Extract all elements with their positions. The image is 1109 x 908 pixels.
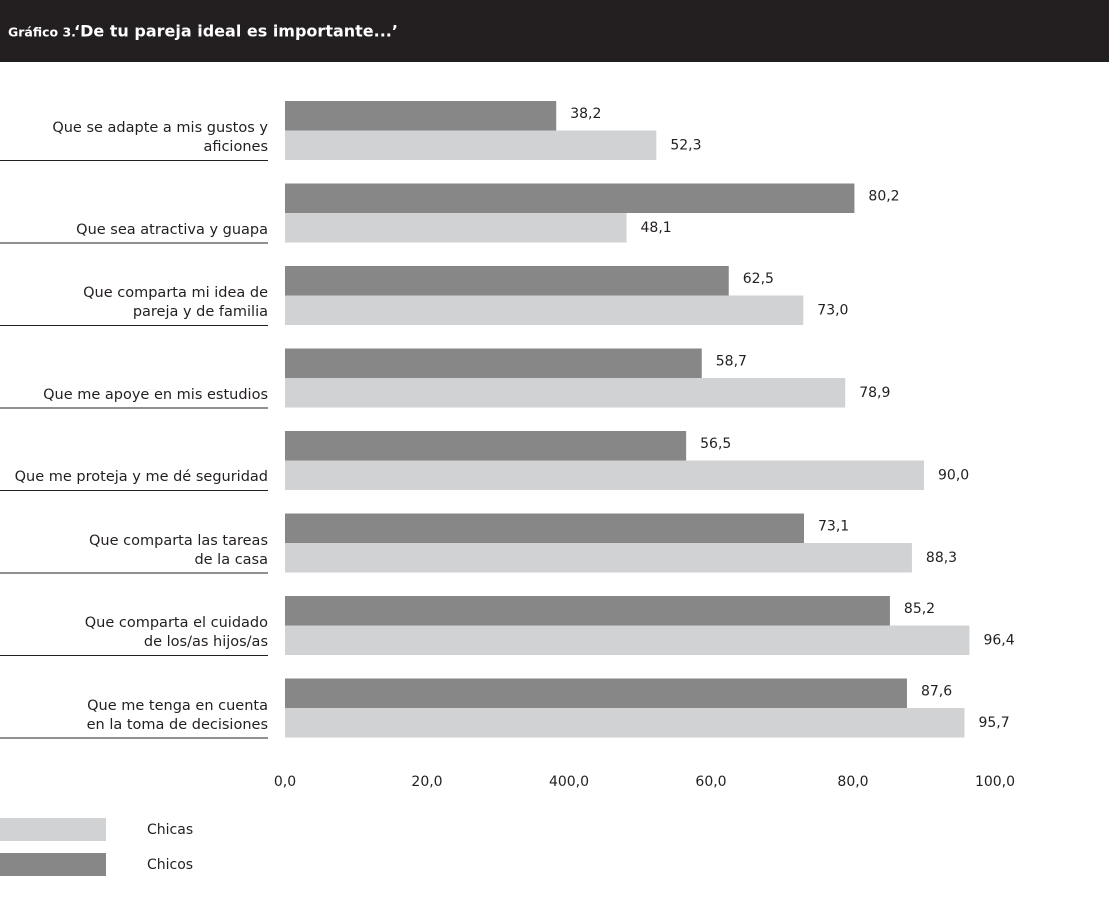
- category-label: Que se adapte a mis gustos y aficiones: [52, 120, 268, 155]
- bar: [285, 625, 970, 655]
- x-tick-label: 100,0: [975, 774, 1015, 790]
- value-label: 87,6: [921, 683, 952, 699]
- value-label: 90,0: [938, 467, 969, 483]
- bar: [285, 130, 657, 160]
- category-label: Que me proteja y me dé seguridad: [14, 469, 268, 485]
- value-label: 80,2: [868, 188, 899, 204]
- bar: [285, 596, 890, 626]
- category-label: Que comparta las tareas de la casa: [89, 532, 268, 568]
- value-label: 78,9: [859, 385, 890, 401]
- chart-label: Gráfico 3.: [8, 25, 76, 40]
- category-label: Que comparta mi idea de pareja y de fami…: [83, 285, 268, 320]
- bar: [285, 213, 627, 243]
- x-tick-label: 400,0: [549, 774, 589, 790]
- value-label: 85,2: [904, 601, 935, 617]
- bar: [285, 513, 805, 543]
- header-bar: [0, 0, 1109, 62]
- bar: [285, 678, 907, 708]
- legend-label: Chicos: [147, 857, 193, 873]
- x-tick-label: 60,0: [695, 774, 726, 790]
- value-label: 96,4: [983, 632, 1014, 648]
- value-label: 62,5: [743, 271, 774, 287]
- category-label: Que me tenga en cuenta en la toma de dec…: [86, 697, 268, 733]
- category-label: Que sea atractiva y guapa: [76, 221, 268, 238]
- bar: [285, 348, 702, 378]
- chart-title: ‘De tu pareja ideal es importante...’: [74, 22, 398, 41]
- bar: [285, 295, 804, 325]
- x-tick-label: 80,0: [837, 774, 868, 790]
- value-label: 48,1: [641, 220, 672, 236]
- x-tick-label: 20,0: [411, 774, 442, 790]
- value-label: 38,2: [570, 106, 601, 122]
- legend-swatch: [0, 818, 106, 841]
- bar: [285, 460, 924, 490]
- value-label: 73,1: [818, 518, 849, 534]
- legend-label: Chicas: [147, 822, 193, 838]
- category-label: Que me apoye en mis estudios: [43, 386, 268, 403]
- bar: [285, 431, 687, 461]
- value-label: 52,3: [670, 137, 701, 153]
- value-label: 58,7: [716, 353, 747, 369]
- bar: [285, 543, 912, 573]
- bar: [285, 378, 846, 408]
- x-tick-label: 0,0: [274, 774, 296, 790]
- bar: [285, 101, 557, 131]
- bar: [285, 266, 729, 296]
- value-label: 56,5: [700, 436, 731, 452]
- value-label: 88,3: [926, 550, 957, 566]
- bar: [285, 183, 855, 213]
- category-label: Que comparta el cuidado de los/as hijos/…: [84, 615, 268, 650]
- bar: [285, 708, 965, 738]
- legend-swatch: [0, 853, 106, 876]
- value-label: 73,0: [817, 302, 848, 318]
- value-label: 95,7: [978, 715, 1009, 731]
